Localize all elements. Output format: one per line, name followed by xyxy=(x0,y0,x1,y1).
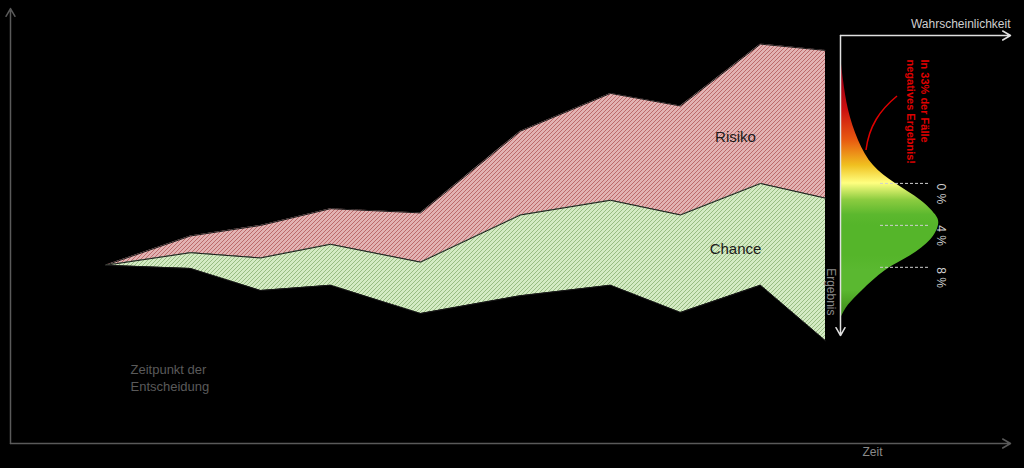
svg-text:8 %: 8 % xyxy=(934,267,948,288)
svg-text:In 33% der Fällenegatives Erge: In 33% der Fällenegatives Ergebnis! xyxy=(905,60,931,165)
svg-text:Zeit: Zeit xyxy=(863,445,884,459)
svg-text:Chance: Chance xyxy=(710,240,762,257)
svg-text:0 %: 0 % xyxy=(934,183,948,204)
svg-text:Wahrscheinlichkeit: Wahrscheinlichkeit xyxy=(911,17,1011,31)
svg-text:4 %: 4 % xyxy=(934,225,948,246)
svg-text:Risiko: Risiko xyxy=(715,128,756,145)
svg-text:Zeitpunkt derEntscheidung: Zeitpunkt derEntscheidung xyxy=(131,362,210,394)
svg-text:Ergebnis: Ergebnis xyxy=(824,268,838,315)
